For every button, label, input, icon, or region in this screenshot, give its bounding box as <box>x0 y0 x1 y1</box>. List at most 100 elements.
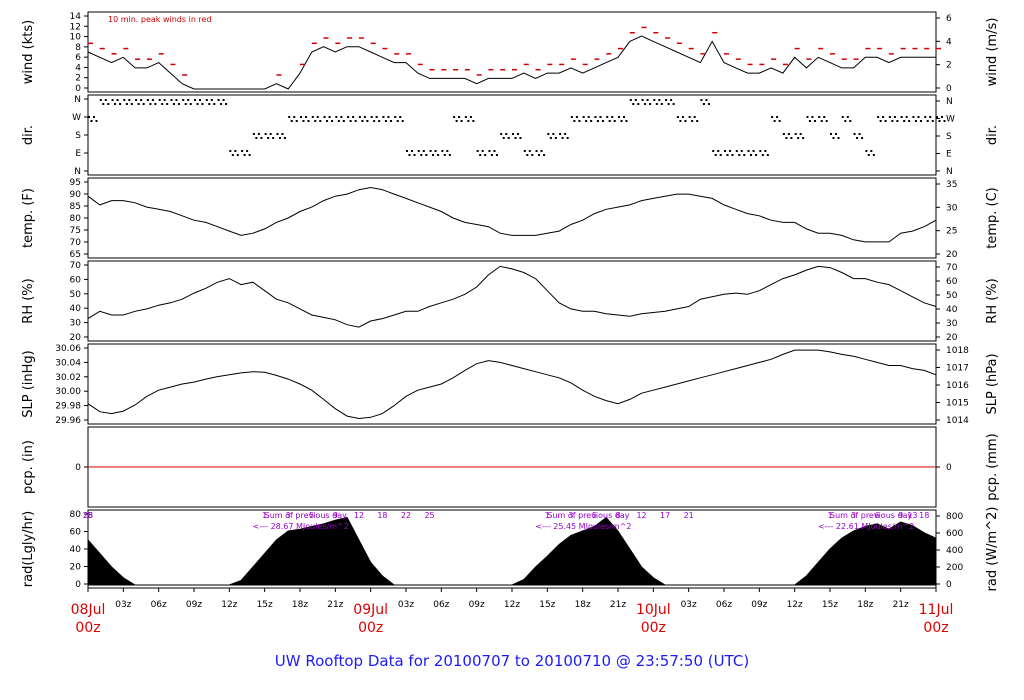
peak-wind-mark <box>88 42 93 45</box>
rad-hour-label: 28 <box>83 511 93 520</box>
direction-point <box>700 99 703 101</box>
direction-point <box>135 99 138 101</box>
direction-point <box>644 103 647 105</box>
direction-point <box>500 133 503 135</box>
right-tick-label: 200 <box>946 563 963 573</box>
rad-hour-label: 9 <box>333 511 338 520</box>
direction-point <box>766 154 769 156</box>
direction-point <box>543 154 546 156</box>
direction-point <box>394 116 397 118</box>
peak-wind-mark <box>653 31 659 34</box>
direction-point <box>641 99 644 101</box>
direction-point <box>149 103 152 105</box>
direction-point <box>611 116 614 118</box>
right-tick-label: E <box>946 150 952 160</box>
direction-point <box>387 116 390 118</box>
direction-point <box>587 116 590 118</box>
direction-point <box>888 116 891 118</box>
direction-point <box>128 99 131 101</box>
left-tick-label: N <box>74 95 81 105</box>
peak-wind-mark <box>300 63 305 66</box>
direction-point <box>743 154 746 156</box>
direction-point <box>255 137 258 139</box>
direction-point <box>111 99 114 101</box>
direction-point <box>528 150 531 152</box>
left-tick-label: E <box>75 149 81 159</box>
direction-point <box>272 137 275 139</box>
direction-point <box>293 116 296 118</box>
direction-point <box>295 120 298 122</box>
direction-point <box>163 99 166 101</box>
direction-point <box>835 133 837 135</box>
direction-point <box>707 103 710 105</box>
peak-wind-mark <box>111 53 117 55</box>
peak-wind-mark <box>747 63 753 66</box>
direction-point <box>905 116 908 118</box>
peak-wind-mark <box>629 31 635 34</box>
direction-point <box>314 120 317 122</box>
radiation-area <box>87 516 937 586</box>
direction-point <box>326 120 329 122</box>
direction-point <box>872 154 875 156</box>
direction-point <box>566 137 569 139</box>
direction-point <box>199 99 201 101</box>
peak-wind-mark <box>735 58 741 60</box>
panel-frame-3 <box>87 260 937 342</box>
day-hour-label: 00z <box>923 620 948 636</box>
direction-point <box>776 116 779 118</box>
direction-point <box>808 120 811 122</box>
rad-hour-label: 9 <box>898 511 903 520</box>
direction-point <box>629 99 632 101</box>
rad-hour-label: 3 <box>851 511 856 520</box>
peak-wind-mark <box>370 42 376 45</box>
left-tick-label: 65 <box>70 250 81 260</box>
direction-point <box>613 120 616 122</box>
direction-point <box>401 120 404 122</box>
rad-hour-label: 6 <box>875 511 880 520</box>
direction-point <box>740 150 743 152</box>
x-tick-label: 15z <box>539 600 555 610</box>
direction-point <box>208 103 211 105</box>
direction-point <box>787 133 790 135</box>
right-tick-label: 50 <box>946 291 958 301</box>
direction-point <box>300 116 302 118</box>
direction-point <box>151 99 154 101</box>
direction-point <box>354 120 357 122</box>
peak-wind-mark <box>158 53 164 55</box>
direction-point <box>585 120 588 122</box>
rad-hour-label: 21 <box>684 511 694 520</box>
left-tick-label: 75 <box>70 226 81 236</box>
x-tick-label: 12z <box>787 600 803 610</box>
x-tick-label: 06z <box>433 600 449 610</box>
right-tick-label: 1015 <box>946 399 969 409</box>
direction-point <box>818 116 821 118</box>
direction-point <box>606 116 609 118</box>
peak-wind-mark <box>123 47 129 50</box>
direction-point <box>340 116 343 118</box>
left-axis-label-0: wind (kts) <box>21 20 36 84</box>
direction-point <box>154 103 157 105</box>
peak-wind-mark <box>688 47 694 50</box>
direction-point <box>726 154 729 156</box>
rad-hour-label: 18 <box>377 511 387 520</box>
direction-point <box>632 103 635 105</box>
peak-wind-mark <box>335 42 341 45</box>
direction-point <box>813 120 816 122</box>
direction-point <box>102 103 105 105</box>
direction-point <box>608 120 611 122</box>
left-tick-label: 30.06 <box>55 344 81 354</box>
left-tick-label: 10 <box>70 33 82 43</box>
direction-point <box>455 120 458 122</box>
left-tick-label: 12 <box>70 22 81 32</box>
peak-wind-mark <box>382 47 388 50</box>
peak-wind-mark <box>464 68 470 71</box>
left-tick-label: 30.00 <box>55 387 81 397</box>
peak-wind-mark <box>912 47 918 50</box>
direction-point <box>523 150 526 152</box>
direction-point <box>570 116 573 118</box>
direction-point <box>830 133 832 135</box>
peak-wind-mark <box>135 58 141 60</box>
direction-point <box>575 116 578 118</box>
direction-point <box>205 99 208 101</box>
